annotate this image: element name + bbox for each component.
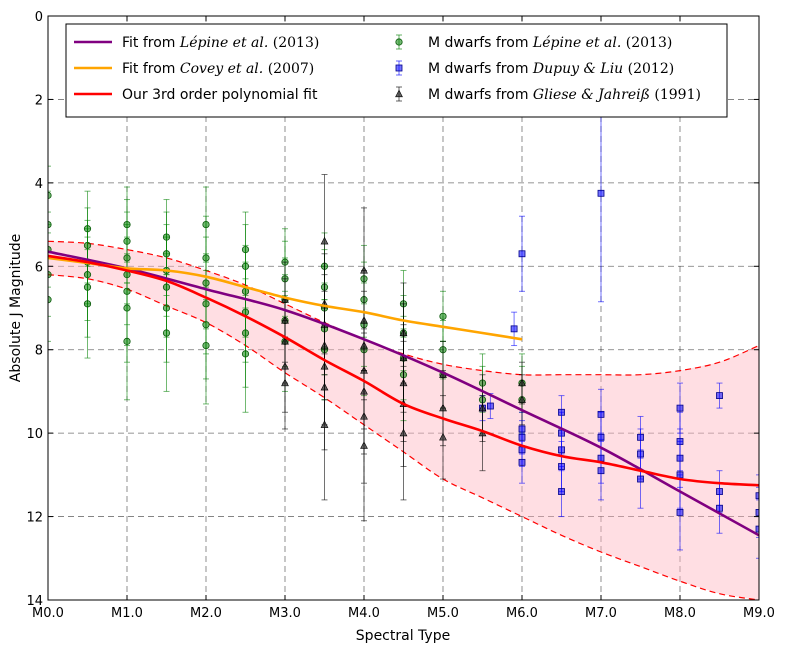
data-point xyxy=(202,341,210,350)
y-tick-label: 10 xyxy=(26,427,43,442)
y-tick-label: 12 xyxy=(26,511,43,526)
data-point xyxy=(558,488,565,495)
data-point xyxy=(241,350,250,358)
data-point xyxy=(83,300,92,308)
data-point xyxy=(360,441,368,449)
legend-label: Fit from Lépine et al. (2013) xyxy=(122,35,319,51)
x-axis-label: Spectral Type xyxy=(356,628,450,644)
x-tick-label: M6.0 xyxy=(506,606,538,621)
data-point xyxy=(162,329,171,337)
data-point xyxy=(439,312,447,320)
data-point xyxy=(716,392,723,400)
legend-label: Our 3rd order polynomial fit xyxy=(122,87,318,103)
x-tick-label: M0.0 xyxy=(32,606,64,621)
x-tick-label: M9.0 xyxy=(743,606,775,621)
data-point xyxy=(597,189,605,197)
data-point xyxy=(320,236,329,245)
fit-line-covey_2007 xyxy=(48,256,523,341)
data-point xyxy=(518,458,526,466)
data-point xyxy=(637,475,644,483)
legend-item: M dwarfs from Lépine et al. (2013) xyxy=(395,34,672,51)
y-tick-label: 6 xyxy=(35,260,43,275)
x-tick-label: M7.0 xyxy=(585,606,617,621)
legend-marker xyxy=(395,64,403,72)
legend-label: M dwarfs from Gliese & Jahreiß (1991) xyxy=(428,87,701,103)
legend-marker xyxy=(395,38,403,46)
y-tick-label: 8 xyxy=(35,344,43,359)
legend-marker xyxy=(395,89,403,98)
legend-label: Fit from Covey et al. (2007) xyxy=(122,61,314,77)
legend-item: Fit from Lépine et al. (2013) xyxy=(74,35,319,51)
x-tick-label: M3.0 xyxy=(269,606,301,621)
data-point xyxy=(439,432,447,441)
data-point xyxy=(676,404,684,412)
data-point xyxy=(676,508,684,516)
data-point xyxy=(48,220,52,229)
data-point xyxy=(597,467,605,475)
data-point xyxy=(399,428,408,437)
y-tick-label: 0 xyxy=(35,10,43,25)
legend-item: M dwarfs from Gliese & Jahreiß (1991) xyxy=(395,86,701,103)
data-point xyxy=(755,525,759,533)
x-tick-label: M4.0 xyxy=(348,606,380,621)
data-point xyxy=(755,492,759,500)
x-tick-label: M8.0 xyxy=(664,606,696,621)
fit-lines xyxy=(48,250,759,537)
data-point xyxy=(518,250,526,258)
data-point xyxy=(755,508,759,516)
y-axis-label: Absolute J Magnitude xyxy=(8,234,24,382)
legend-label: M dwarfs from Dupuy & Liu (2012) xyxy=(428,61,674,77)
data-point xyxy=(48,191,52,199)
legend-item: Fit from Covey et al. (2007) xyxy=(74,61,314,77)
y-tick-label: 14 xyxy=(26,594,43,609)
data-point xyxy=(48,296,52,304)
x-tick-label: M5.0 xyxy=(427,606,459,621)
y-tick-label: 2 xyxy=(35,93,43,108)
series-square xyxy=(479,84,759,559)
data-point xyxy=(320,420,329,428)
data-point xyxy=(510,325,518,333)
legend-label: M dwarfs from Lépine et al. (2013) xyxy=(428,35,672,51)
plot-frame xyxy=(47,15,760,601)
fit-line-polynomial_3rd xyxy=(48,254,759,487)
data-point xyxy=(123,337,131,345)
axis-ticks: M0.0 M1.0 M2.0 M3.0 M4.0 M5.0 M6.0 M7.0 M8.0 M9.0… xyxy=(26,10,774,621)
legend-item: M dwarfs from Dupuy & Liu (2012) xyxy=(395,60,674,77)
data-point xyxy=(48,271,52,279)
legend: Fit from Lépine et al. (2013) Fit from Co… xyxy=(65,23,728,118)
legend-item: Our 3rd order polynomial fit xyxy=(74,87,318,103)
data-point xyxy=(281,378,289,387)
y-tick-label: 4 xyxy=(35,177,43,192)
series-triangle xyxy=(281,174,526,522)
x-tick-label: M1.0 xyxy=(111,606,143,621)
x-tick-label: M2.0 xyxy=(190,606,222,621)
data-point xyxy=(518,395,526,403)
data-point xyxy=(716,504,723,512)
data-point xyxy=(486,402,494,410)
